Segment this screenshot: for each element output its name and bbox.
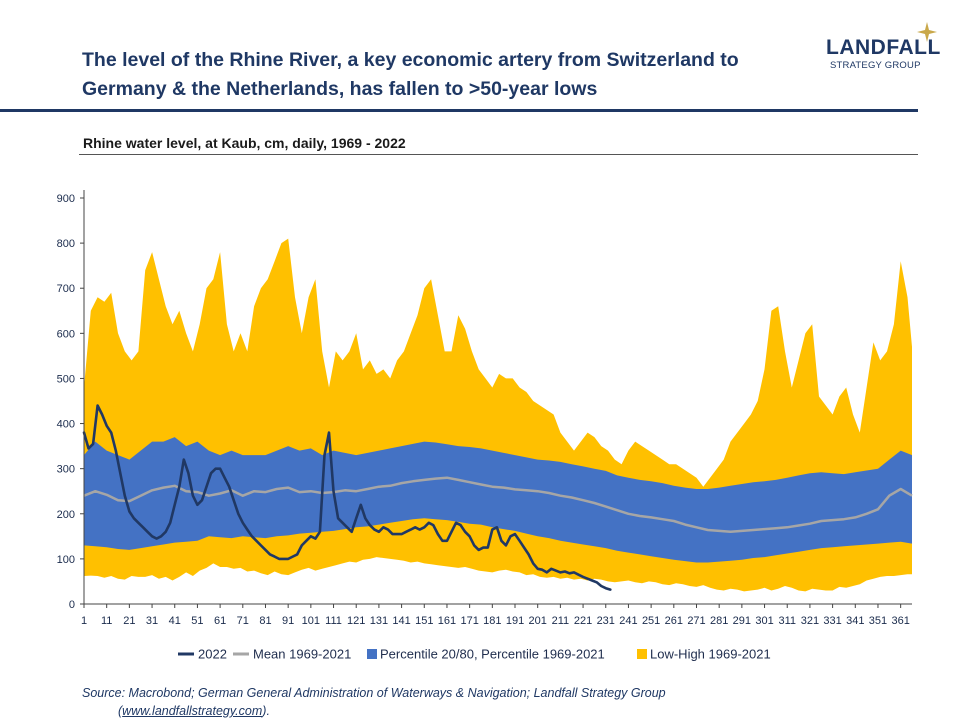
logo-subtitle: STRATEGY GROUP [830, 60, 921, 71]
x-tick-label: 331 [823, 615, 841, 627]
y-tick-label: 100 [57, 554, 75, 566]
y-tick-label: 300 [57, 464, 75, 476]
source-note: Source: Macrobond; German General Admini… [82, 684, 666, 720]
star-icon [917, 22, 937, 42]
source-line: Source: Macrobond; German General Admini… [82, 686, 666, 700]
x-tick-label: 241 [619, 615, 637, 627]
x-tick-label: 191 [506, 615, 524, 627]
x-tick-label: 311 [778, 615, 796, 627]
x-tick-label: 291 [733, 615, 751, 627]
source-url-link[interactable]: www.landfallstrategy.com [122, 704, 263, 718]
legend-item: 2022 [178, 647, 227, 662]
source-close-paren: ). [262, 704, 270, 718]
legend-item: Percentile 20/80, Percentile 1969-2021 [367, 647, 605, 662]
x-tick-label: 141 [392, 615, 410, 627]
legend-swatch [367, 649, 377, 659]
x-tick-label: 221 [574, 615, 592, 627]
x-tick-label: 21 [123, 615, 135, 627]
x-tick-label: 301 [755, 615, 773, 627]
x-tick-label: 31 [146, 615, 158, 627]
legend-label: Mean 1969-2021 [253, 647, 351, 662]
lines-layer [82, 404, 913, 591]
x-tick-label: 341 [846, 615, 864, 627]
x-tick-label: 81 [259, 615, 271, 627]
legend-item: Low-High 1969-2021 [637, 647, 771, 662]
source-url-line: (www.landfallstrategy.com). [82, 702, 666, 720]
mean-line [83, 476, 913, 534]
x-tick-label: 111 [325, 615, 342, 627]
chart-subtitle: Rhine water level, at Kaub, cm, daily, 1… [83, 135, 406, 151]
y-tick-label: 200 [57, 509, 75, 521]
x-tick-label: 201 [529, 615, 547, 627]
x-tick-label: 361 [891, 615, 909, 627]
x-tick-label: 131 [370, 615, 388, 627]
x-tick-label: 261 [665, 615, 683, 627]
x-tick-label: 251 [642, 615, 660, 627]
x-tick-label: 51 [191, 615, 203, 627]
x-tick-label: 71 [237, 615, 249, 627]
header-divider [0, 109, 918, 112]
legend: 2022 Mean 1969-2021 Percentile 20/80, Perc… [178, 647, 771, 662]
y-tick-label: 400 [57, 419, 75, 431]
chart-title: The level of the Rhine River, a key econ… [82, 46, 802, 104]
y-tick-label: 0 [69, 599, 75, 611]
x-tick-label: 101 [302, 615, 320, 627]
x-tick-label: 91 [282, 615, 294, 627]
x-tick-label: 211 [552, 615, 570, 627]
percentile-band [84, 437, 912, 563]
x-tick-label: 151 [415, 615, 433, 627]
x-tick-label: 61 [214, 615, 226, 627]
x-tick-label: 231 [597, 615, 615, 627]
legend-label: 2022 [198, 647, 227, 662]
x-tick-label: 321 [801, 615, 819, 627]
y-tick-label: 700 [57, 283, 75, 295]
legend-label: Percentile 20/80, Percentile 1969-2021 [380, 647, 605, 662]
x-tick-label: 171 [460, 615, 478, 627]
y-tick-label: 500 [57, 373, 75, 385]
title-line-1: The level of the Rhine River, a key econ… [82, 49, 739, 71]
y-tick-label: 800 [57, 238, 75, 250]
legend-label: Low-High 1969-2021 [650, 647, 771, 662]
legend-swatch [637, 649, 647, 659]
x-tick-label: 1 [81, 615, 87, 627]
y-tick-label: 900 [57, 193, 75, 205]
y-tick-label: 600 [57, 328, 75, 340]
x-tick-label: 351 [869, 615, 887, 627]
logo-name: LANDFALL [826, 36, 941, 59]
title-line-2: Germany & the Netherlands, has fallen to… [82, 78, 598, 100]
x-tick-label: 271 [687, 615, 705, 627]
subtitle-divider [79, 154, 918, 155]
x-tick-label: 161 [438, 615, 456, 627]
x-tick-label: 181 [483, 615, 501, 627]
source-open-paren: ( [118, 704, 123, 718]
x-tick-label: 121 [347, 615, 365, 627]
x-tick-label: 11 [101, 615, 112, 627]
x-tick-label: 281 [710, 615, 728, 627]
bands-layer [84, 238, 912, 592]
line-2022 [82, 404, 612, 591]
x-tick-label: 41 [169, 615, 181, 627]
legend-item: Mean 1969-2021 [233, 647, 351, 662]
